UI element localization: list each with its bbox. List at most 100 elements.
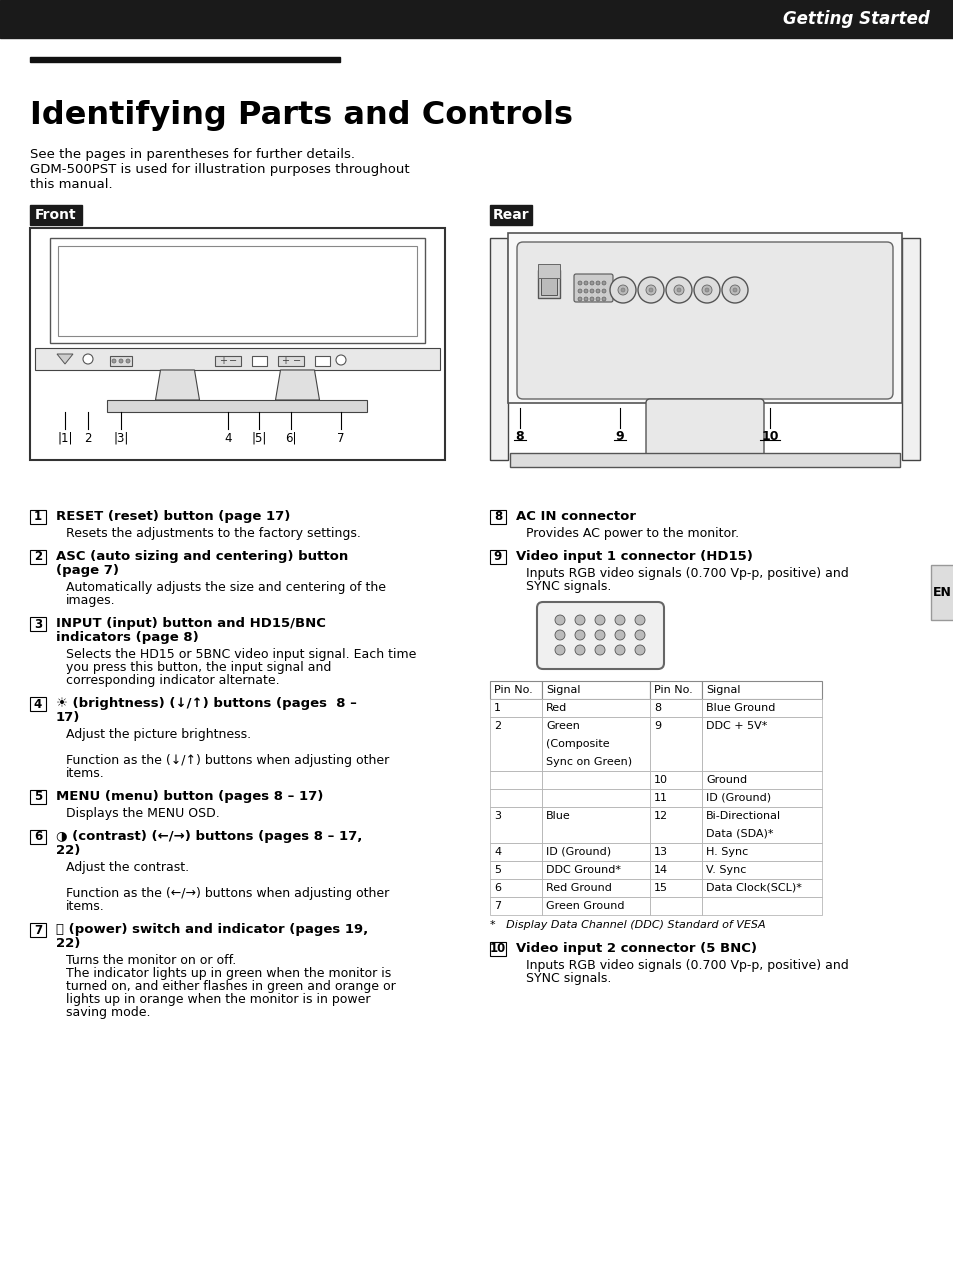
- Bar: [30, 205, 82, 225]
- Bar: [649, 789, 701, 806]
- Text: 8: 8: [654, 703, 660, 714]
- Circle shape: [721, 277, 747, 303]
- Text: MENU (menu) button (pages 8 – 17): MENU (menu) button (pages 8 – 17): [56, 790, 323, 803]
- Text: Selects the HD15 or 5BNC video input signal. Each time: Selects the HD15 or 5BNC video input sig…: [66, 647, 416, 661]
- Polygon shape: [275, 370, 319, 399]
- Text: 8: 8: [494, 510, 501, 524]
- Text: See the pages in parentheses for further details.: See the pages in parentheses for further…: [30, 148, 355, 162]
- Text: this manual.: this manual.: [30, 178, 112, 191]
- Text: 9: 9: [615, 430, 623, 443]
- Circle shape: [578, 281, 581, 285]
- Bar: [649, 879, 701, 897]
- Bar: [490, 717, 541, 771]
- Circle shape: [555, 614, 564, 625]
- Text: (Composite: (Composite: [545, 739, 609, 749]
- Text: |3|: |3|: [113, 432, 129, 445]
- Circle shape: [601, 296, 605, 301]
- Text: ⏻ (power) switch and indicator (pages 19,: ⏻ (power) switch and indicator (pages 19…: [56, 923, 368, 936]
- Text: 10: 10: [760, 430, 778, 443]
- Polygon shape: [57, 354, 73, 364]
- Text: ◑ (contrast) (←/→) buttons (pages 8 – 17,: ◑ (contrast) (←/→) buttons (pages 8 – 17…: [56, 831, 362, 843]
- Text: 1: 1: [34, 510, 42, 524]
- Bar: [30, 510, 46, 524]
- Circle shape: [112, 359, 116, 363]
- Bar: [507, 233, 901, 403]
- Bar: [701, 897, 821, 915]
- Text: Signal: Signal: [705, 686, 740, 695]
- Bar: [701, 843, 821, 861]
- Text: SYNC signals.: SYNC signals.: [525, 580, 611, 593]
- Text: items.: items.: [66, 767, 105, 780]
- Text: ☀ (brightness) (↓/↑) buttons (pages  8 –: ☀ (brightness) (↓/↑) buttons (pages 8 –: [56, 697, 356, 710]
- Circle shape: [665, 277, 691, 303]
- Text: Turns the monitor on or off.: Turns the monitor on or off.: [66, 954, 236, 967]
- Circle shape: [83, 354, 92, 364]
- Bar: [541, 717, 649, 771]
- Circle shape: [595, 614, 604, 625]
- Text: *   Display Data Channel (DDC) Standard of VESA: * Display Data Channel (DDC) Standard of…: [490, 920, 765, 930]
- Circle shape: [601, 281, 605, 285]
- Bar: [537, 270, 559, 298]
- Text: 22): 22): [56, 845, 80, 857]
- Circle shape: [635, 630, 644, 640]
- Circle shape: [693, 277, 720, 303]
- Bar: [490, 771, 541, 789]
- Text: 3: 3: [34, 617, 42, 631]
- Text: ID (Ground): ID (Ground): [545, 847, 611, 857]
- Text: 2: 2: [84, 432, 91, 445]
- Text: V. Sync: V. Sync: [705, 865, 745, 875]
- Text: saving mode.: saving mode.: [66, 1006, 151, 1019]
- Bar: [490, 861, 541, 879]
- Text: Resets the adjustments to the factory settings.: Resets the adjustments to the factory se…: [66, 527, 360, 541]
- Text: Automatically adjusts the size and centering of the: Automatically adjusts the size and cente…: [66, 581, 386, 594]
- Text: 5: 5: [494, 865, 500, 875]
- Text: 2: 2: [494, 721, 500, 731]
- Bar: [252, 356, 267, 366]
- Text: 6: 6: [34, 831, 42, 843]
- Text: 9: 9: [654, 721, 660, 731]
- Bar: [649, 700, 701, 717]
- Bar: [108, 399, 367, 412]
- Text: GDM-500PST is used for illustration purposes throughout: GDM-500PST is used for illustration purp…: [30, 163, 409, 176]
- Bar: [0, 0, 953, 38]
- Bar: [490, 879, 541, 897]
- Circle shape: [583, 289, 587, 293]
- Bar: [277, 356, 304, 366]
- Bar: [490, 806, 541, 843]
- Text: Video input 2 connector (5 BNC): Video input 2 connector (5 BNC): [516, 943, 757, 955]
- Bar: [30, 831, 46, 845]
- Text: 14: 14: [654, 865, 667, 875]
- Text: Provides AC power to the monitor.: Provides AC power to the monitor.: [525, 527, 739, 541]
- Bar: [930, 565, 953, 619]
- Text: −: −: [293, 356, 301, 366]
- Text: Signal: Signal: [545, 686, 579, 695]
- Circle shape: [635, 645, 644, 655]
- Circle shape: [609, 277, 636, 303]
- Text: 22): 22): [56, 937, 80, 950]
- Text: (page 7): (page 7): [56, 563, 119, 577]
- Text: Data (SDA)*: Data (SDA)*: [705, 829, 773, 840]
- Text: +: +: [219, 356, 227, 366]
- Text: corresponding indicator alternate.: corresponding indicator alternate.: [66, 674, 279, 687]
- Bar: [490, 897, 541, 915]
- Text: 7: 7: [337, 432, 344, 445]
- Text: 12: 12: [654, 812, 667, 820]
- Circle shape: [704, 287, 708, 293]
- Bar: [490, 700, 541, 717]
- Circle shape: [596, 296, 599, 301]
- Circle shape: [618, 285, 627, 295]
- Circle shape: [635, 614, 644, 625]
- Bar: [35, 349, 439, 370]
- Circle shape: [677, 287, 680, 293]
- Bar: [30, 697, 46, 711]
- Text: Front: Front: [35, 209, 77, 223]
- Bar: [541, 897, 649, 915]
- Bar: [110, 356, 132, 366]
- Text: +: +: [281, 356, 289, 366]
- Text: 9: 9: [494, 551, 501, 563]
- Circle shape: [673, 285, 683, 295]
- Bar: [649, 806, 701, 843]
- Bar: [490, 510, 505, 524]
- Text: ID (Ground): ID (Ground): [705, 792, 770, 803]
- Text: Green: Green: [545, 721, 579, 731]
